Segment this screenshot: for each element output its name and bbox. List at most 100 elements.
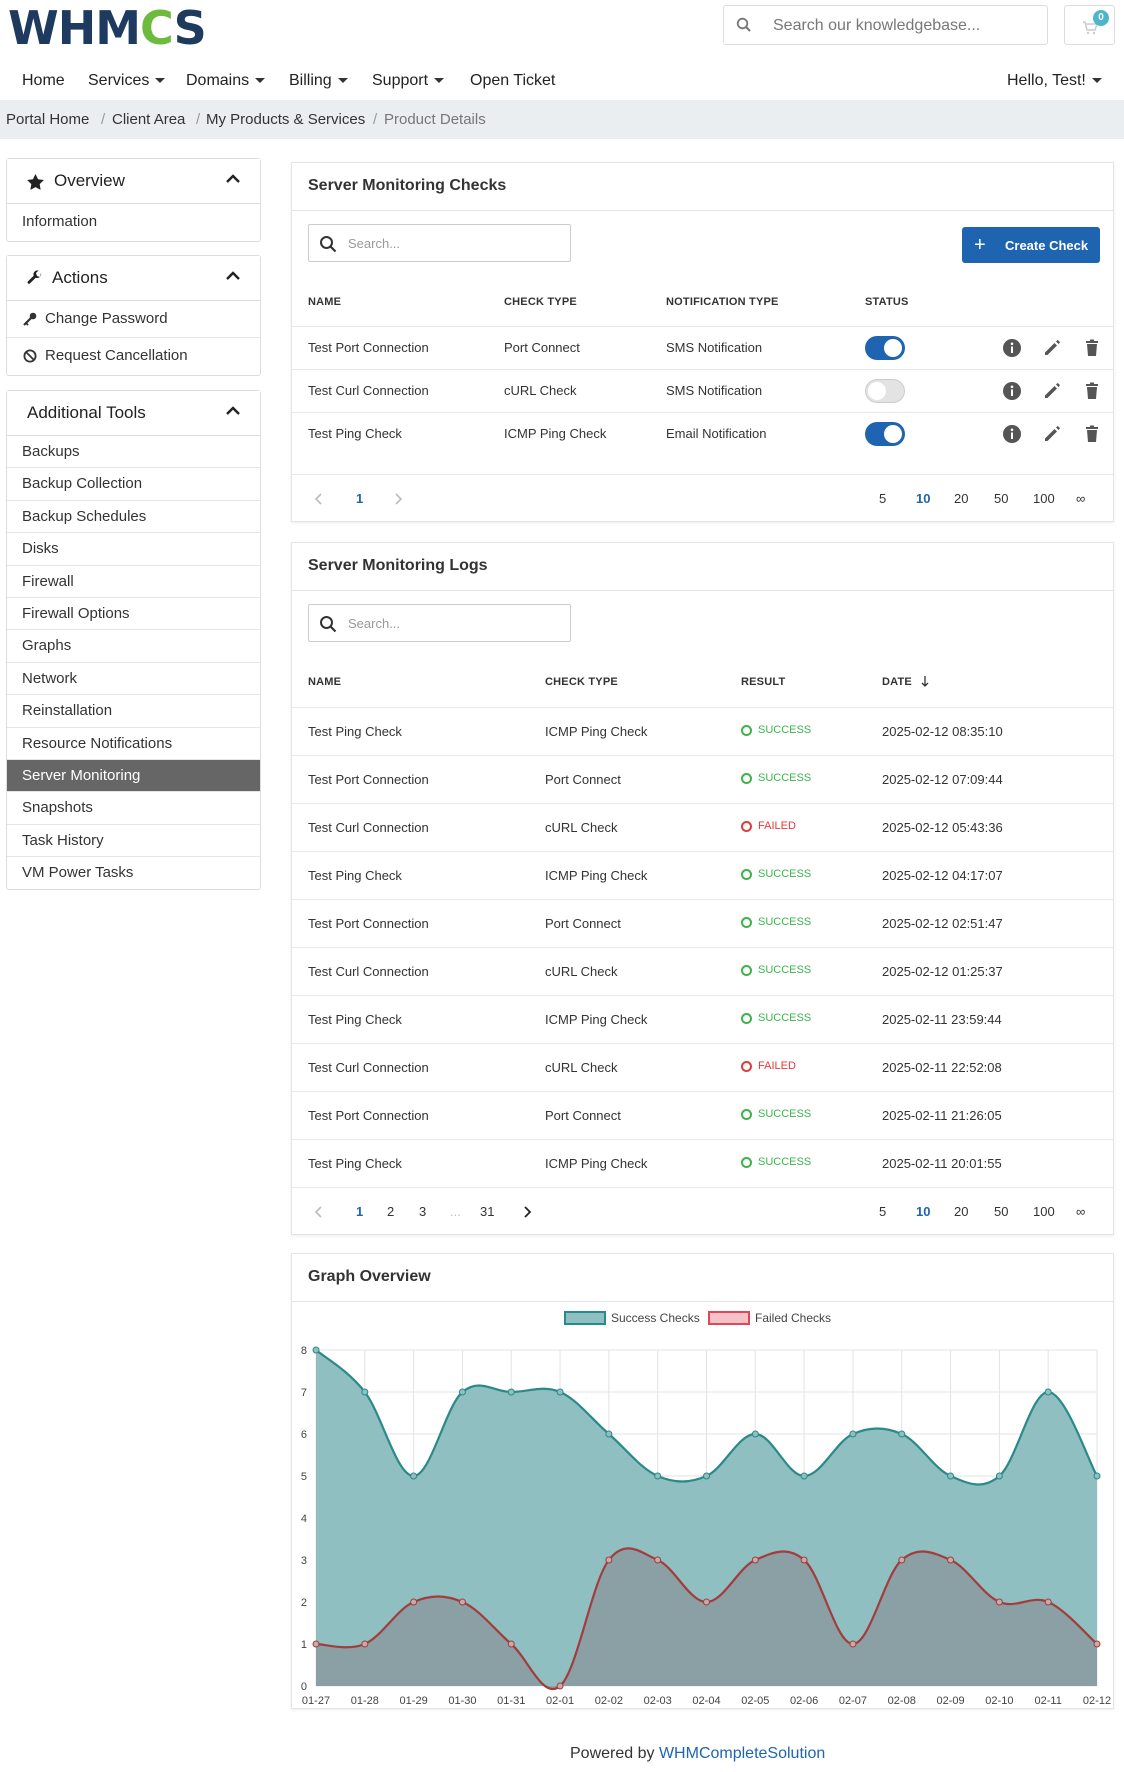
- page-size-option[interactable]: 100: [1033, 1204, 1055, 1219]
- star-icon: [27, 174, 44, 190]
- breadcrumb-products[interactable]: My Products & Services: [206, 111, 366, 128]
- chevron-right-icon[interactable]: [395, 493, 403, 505]
- sidebar-item-network[interactable]: Network: [7, 663, 260, 696]
- page-link[interactable]: 1: [356, 491, 364, 506]
- log-check-type: Port Connect: [545, 916, 621, 931]
- page-size-option[interactable]: 50: [994, 491, 1009, 506]
- sidebar-item-resource-notifications[interactable]: Resource Notifications: [7, 728, 260, 760]
- info-icon[interactable]: [1002, 338, 1024, 360]
- sidebar-item-firewall-options[interactable]: Firewall Options: [7, 598, 260, 631]
- page-size-option[interactable]: 20: [954, 1204, 969, 1219]
- breadcrumb: Portal Home / Client Area / My Products …: [0, 100, 1124, 139]
- nav-billing-label: Billing: [289, 72, 332, 89]
- main-nav: Home Services Domains Billing Support Op…: [0, 60, 1124, 100]
- data-point: [556, 1388, 564, 1396]
- nav-services[interactable]: Services: [88, 72, 166, 90]
- trash-icon[interactable]: [1082, 424, 1104, 446]
- page-size-option[interactable]: ∞: [1076, 1204, 1086, 1219]
- wrench-icon: [27, 270, 42, 284]
- table-row: Test Port Connection Port Connect SMS Noti…: [292, 326, 1113, 369]
- additional-tools-panel-header[interactable]: Additional Tools: [7, 391, 260, 436]
- logo[interactable]: WHMCS: [8, 1, 207, 55]
- sidebar-item-vm-power-tasks[interactable]: VM Power Tasks: [7, 857, 260, 889]
- sidebar-item-label: Disks: [22, 540, 59, 558]
- nav-domains[interactable]: Domains: [186, 72, 266, 90]
- user-menu[interactable]: Hello, Test!: [1007, 72, 1102, 90]
- page-link[interactable]: 3: [419, 1204, 427, 1219]
- search-placeholder: Search our knowledgebase...: [773, 17, 981, 34]
- additional-tools-panel: Additional Tools Backups Backup Collectio…: [6, 390, 261, 891]
- edit-icon[interactable]: [1042, 381, 1064, 403]
- sidebar-item-server-monitoring[interactable]: Server Monitoring: [7, 759, 260, 793]
- sidebar-item-label: Backup Collection: [22, 475, 143, 493]
- sidebar-item-request-cancellation[interactable]: Request Cancellation: [7, 338, 260, 375]
- sidebar-item-change-password[interactable]: Change Password: [7, 301, 260, 338]
- breadcrumb-client-area[interactable]: Client Area: [112, 111, 186, 128]
- sidebar-item-task-history[interactable]: Task History: [7, 825, 260, 858]
- col-date[interactable]: DATE: [882, 676, 929, 688]
- logs-search-input[interactable]: Search...: [308, 604, 571, 642]
- status-toggle[interactable]: [865, 422, 905, 446]
- ban-icon: [23, 349, 37, 363]
- page-size-option[interactable]: 100: [1033, 491, 1055, 506]
- result-label: SUCCESS: [758, 916, 812, 928]
- data-point: [556, 1682, 564, 1690]
- trash-icon[interactable]: [1082, 338, 1104, 360]
- nav-support[interactable]: Support: [372, 72, 445, 90]
- footer-link[interactable]: WHMCompleteSolution: [658, 1745, 826, 1762]
- edit-icon[interactable]: [1042, 338, 1064, 360]
- sidebar-item-reinstallation[interactable]: Reinstallation: [7, 695, 260, 728]
- sidebar-item-information[interactable]: Information: [7, 204, 260, 241]
- sidebar-item-backup-schedules[interactable]: Backup Schedules: [7, 501, 260, 534]
- checks-area-chart: 0 1 2 3 4 5 6 7 8 01-27 01-28 01-29 01-30 01-31 02-01 0…: [301, 1311, 1111, 1707]
- sidebar-item-backup-collection[interactable]: Backup Collection: [7, 468, 260, 501]
- status-toggle[interactable]: [865, 336, 905, 360]
- sidebar-item-label: Snapshots: [22, 799, 93, 817]
- table-row: Test Curl Connection cURL Check FAILED 2025…: [292, 1043, 1113, 1091]
- nav-home[interactable]: Home: [22, 72, 65, 89]
- checks-search-input[interactable]: Search...: [308, 224, 571, 262]
- page-link[interactable]: 31: [480, 1204, 495, 1219]
- info-icon[interactable]: [1002, 424, 1024, 446]
- actions-panel-header[interactable]: Actions: [7, 256, 260, 301]
- sidebar-item-backups[interactable]: Backups: [7, 436, 260, 469]
- cart-button[interactable]: 0: [1064, 5, 1115, 45]
- log-name: Test Ping Check: [308, 1012, 402, 1027]
- page-link: ...: [450, 1204, 461, 1219]
- log-name: Test Port Connection: [308, 1108, 429, 1123]
- sidebar-item-graphs[interactable]: Graphs: [7, 630, 260, 663]
- chevron-right-icon[interactable]: [524, 1206, 532, 1218]
- page-size-option[interactable]: 5: [879, 491, 887, 506]
- checks-title: Server Monitoring Checks: [308, 177, 507, 194]
- col-name[interactable]: NAME: [308, 676, 342, 688]
- status-toggle[interactable]: [865, 379, 905, 403]
- sidebar-item-snapshots[interactable]: Snapshots: [7, 792, 260, 825]
- sidebar-item-firewall[interactable]: Firewall: [7, 566, 260, 598]
- page-link[interactable]: 1: [356, 1204, 364, 1219]
- knowledgebase-search-input[interactable]: Search our knowledgebase...: [723, 5, 1048, 45]
- page-link[interactable]: 2: [387, 1204, 395, 1219]
- edit-icon[interactable]: [1042, 424, 1064, 446]
- chevron-left-icon[interactable]: [314, 493, 322, 505]
- overview-panel-header[interactable]: Overview: [7, 159, 260, 204]
- sidebar-item-label: Backups: [22, 443, 80, 460]
- result-badge: SUCCESS: [741, 916, 811, 928]
- page-size-option[interactable]: 20: [954, 491, 969, 506]
- page-size-option[interactable]: 5: [879, 1204, 887, 1219]
- col-check-type[interactable]: CHECK TYPE: [545, 676, 618, 688]
- create-check-button[interactable]: + Create Check: [962, 227, 1100, 263]
- info-icon[interactable]: [1002, 381, 1024, 403]
- page-size-option[interactable]: 50: [994, 1204, 1009, 1219]
- trash-icon[interactable]: [1082, 381, 1104, 403]
- page-size-option[interactable]: 10: [916, 1204, 931, 1219]
- breadcrumb-portal-home[interactable]: Portal Home: [6, 111, 90, 128]
- page-size-option[interactable]: 10: [916, 491, 931, 506]
- y-tick-label: 2: [301, 1597, 307, 1609]
- sidebar-item-disks[interactable]: Disks: [7, 533, 260, 566]
- chevron-left-icon[interactable]: [314, 1206, 322, 1218]
- col-result[interactable]: RESULT: [741, 676, 786, 688]
- page-size-option[interactable]: ∞: [1076, 491, 1086, 506]
- nav-open-ticket[interactable]: Open Ticket: [470, 72, 556, 89]
- nav-billing[interactable]: Billing: [289, 72, 348, 90]
- sidebar-item-label: Request Cancellation: [45, 347, 188, 364]
